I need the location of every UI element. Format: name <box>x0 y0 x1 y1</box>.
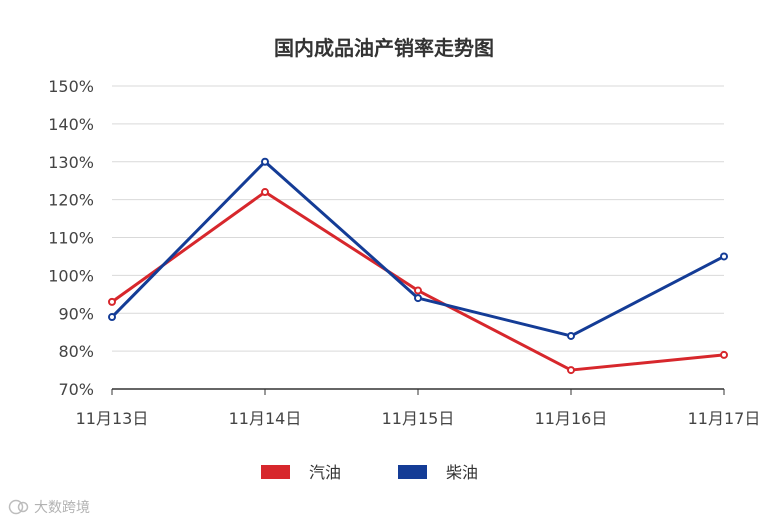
series-gasoline <box>108 188 728 375</box>
series-diesel <box>108 157 728 340</box>
data-point <box>108 313 116 322</box>
data-point <box>567 331 575 340</box>
grid-lines <box>112 85 724 352</box>
legend-label: 汽油 <box>309 463 341 482</box>
y-tick-label: 140% <box>48 115 94 134</box>
y-tick-label: 80% <box>58 342 94 361</box>
x-tick-label: 11月16日 <box>535 409 608 428</box>
data-point <box>720 252 728 261</box>
data-point <box>261 188 269 197</box>
y-tick-label: 150% <box>48 77 94 96</box>
watermark-text: 大数跨境 <box>34 500 90 516</box>
data-point <box>414 286 422 295</box>
y-tick-label: 130% <box>48 153 94 172</box>
series-line <box>110 190 726 372</box>
x-axis: 11月13日 11月14日 11月15日 11月16日 11月17日 <box>76 388 761 428</box>
series-group <box>108 157 728 375</box>
series-line <box>110 160 726 338</box>
data-point <box>108 297 116 306</box>
x-tick-label: 11月15日 <box>382 409 455 428</box>
legend: 汽油 柴油 <box>261 463 478 482</box>
legend-item-diesel: 柴油 <box>398 463 478 482</box>
legend-label: 柴油 <box>446 463 478 482</box>
x-tick-label: 11月14日 <box>229 409 302 428</box>
data-point <box>414 294 422 303</box>
watermark-logo-icon <box>8 499 29 515</box>
y-tick-labels: 70% 80% 90% 100% 110% 120% 130% 140% 150% <box>48 77 94 399</box>
data-point <box>261 157 269 166</box>
x-tick-label: 11月17日 <box>688 409 761 428</box>
legend-item-gasoline: 汽油 <box>261 463 341 482</box>
legend-swatch <box>398 465 427 479</box>
y-tick-label: 100% <box>48 266 94 285</box>
data-point <box>720 350 728 359</box>
watermark: 大数跨境 <box>8 497 90 517</box>
x-tick-label: 11月13日 <box>76 409 149 428</box>
chart-title: 国内成品油产销率走势图 <box>274 36 494 60</box>
y-tick-label: 110% <box>48 229 94 248</box>
data-point <box>567 366 575 375</box>
y-tick-label: 120% <box>48 191 94 210</box>
y-tick-label: 90% <box>58 304 94 323</box>
legend-swatch <box>261 465 290 479</box>
y-tick-label: 70% <box>58 380 94 399</box>
